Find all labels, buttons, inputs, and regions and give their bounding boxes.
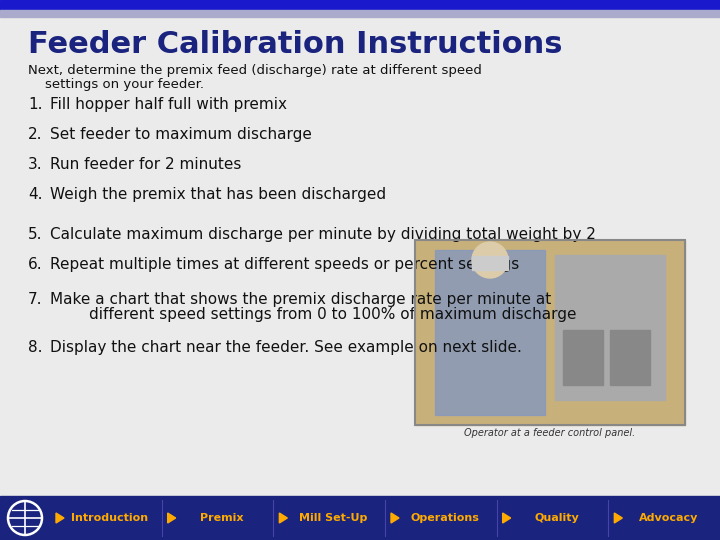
Text: Quality: Quality [534, 513, 579, 523]
Bar [415, 240, 685, 425]
Bar [0, 496, 720, 540]
Bar [435, 250, 545, 415]
Text: Operations: Operations [410, 513, 480, 523]
Text: 3.: 3. [28, 157, 42, 172]
Text: Premix: Premix [199, 513, 243, 523]
Polygon shape [56, 513, 64, 523]
Text: 6.: 6. [28, 257, 42, 272]
Text: 7.: 7. [28, 292, 42, 307]
Text: 1.: 1. [28, 97, 42, 112]
Text: different speed settings from 0 to 100% of maximum discharge: different speed settings from 0 to 100% … [50, 307, 577, 322]
Text: Run feeder for 2 minutes: Run feeder for 2 minutes [50, 157, 241, 172]
Text: Set feeder to maximum discharge: Set feeder to maximum discharge [50, 127, 312, 142]
Text: Weigh the premix that has been discharged: Weigh the premix that has been discharge… [50, 187, 386, 202]
Bar [415, 240, 685, 425]
Text: Advocacy: Advocacy [639, 513, 698, 523]
Text: Introduction: Introduction [71, 513, 148, 523]
Text: Repeat multiple times at different speeds or percent settings: Repeat multiple times at different speed… [50, 257, 519, 272]
Bar [0, 10, 720, 17]
Bar [555, 255, 665, 400]
Polygon shape [391, 513, 399, 523]
Text: 8.: 8. [28, 340, 42, 355]
Bar [0, 0, 720, 10]
Text: Operator at a feeder control panel.: Operator at a feeder control panel. [464, 428, 636, 438]
Text: settings on your feeder.: settings on your feeder. [28, 78, 204, 91]
Bar [610, 330, 650, 385]
Text: 2.: 2. [28, 127, 42, 142]
Polygon shape [279, 513, 287, 523]
Polygon shape [614, 513, 622, 523]
Circle shape [472, 242, 508, 278]
Polygon shape [168, 513, 176, 523]
Text: Make a chart that shows the premix discharge rate per minute at: Make a chart that shows the premix disch… [50, 292, 552, 307]
Bar [472, 256, 508, 270]
Text: Calculate maximum discharge per minute by dividing total weight by 2: Calculate maximum discharge per minute b… [50, 227, 596, 242]
Text: Feeder Calibration Instructions: Feeder Calibration Instructions [28, 30, 562, 59]
Text: 4.: 4. [28, 187, 42, 202]
Text: 5.: 5. [28, 227, 42, 242]
Polygon shape [503, 513, 510, 523]
Text: Display the chart near the feeder. See example on next slide.: Display the chart near the feeder. See e… [50, 340, 522, 355]
Text: Mill Set-Up: Mill Set-Up [299, 513, 367, 523]
Bar [563, 330, 603, 385]
Text: Fill hopper half full with premix: Fill hopper half full with premix [50, 97, 287, 112]
Text: Next, determine the premix feed (discharge) rate at different speed: Next, determine the premix feed (dischar… [28, 64, 482, 77]
